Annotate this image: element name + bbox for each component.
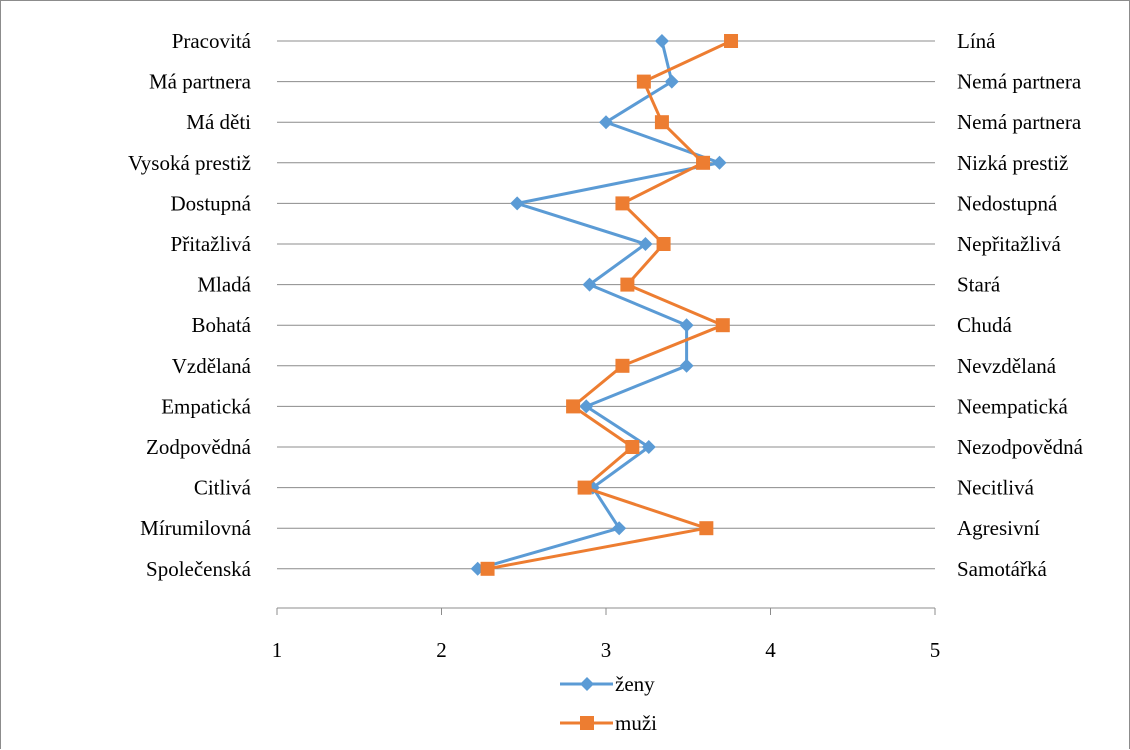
data-point <box>699 521 714 536</box>
right-category-label: Nepřitažlivá <box>957 232 1061 256</box>
right-category-label: Líná <box>957 29 996 53</box>
data-point <box>679 318 694 333</box>
right-category-label: Nemá partnera <box>957 110 1082 134</box>
right-category-labels: Líná Nemá partnera Nemá partnera Nizká pres… <box>957 29 1084 581</box>
data-point <box>724 34 739 48</box>
legend-item: muži <box>560 711 657 735</box>
legend: ženy muži <box>560 672 657 735</box>
data-point <box>654 34 669 48</box>
data-point <box>625 440 640 454</box>
left-category-label: Společenská <box>146 557 252 581</box>
x-tick-label: 1 <box>272 638 283 662</box>
right-category-label: Samotářká <box>957 557 1047 581</box>
left-category-label: Mladá <box>197 273 251 297</box>
series-line <box>477 40 722 571</box>
data-point <box>577 480 592 495</box>
data-point <box>638 237 653 251</box>
right-category-label: Necitlivá <box>957 476 1035 500</box>
left-category-label: Dostupná <box>171 191 252 215</box>
legend-item: ženy <box>560 672 655 696</box>
data-point <box>620 277 635 292</box>
data-point <box>615 358 630 373</box>
x-tick-label: 2 <box>436 638 447 662</box>
left-category-label: Citlivá <box>194 476 252 500</box>
gridlines <box>277 40 935 570</box>
data-point <box>579 399 594 414</box>
data-point <box>599 115 613 130</box>
data-point <box>636 74 651 89</box>
left-category-label: Má děti <box>186 110 251 134</box>
series-1 <box>470 34 727 576</box>
legend-label: ženy <box>615 672 655 696</box>
left-category-label: Bohatá <box>192 313 252 337</box>
legend-label: muži <box>615 711 657 735</box>
data-point <box>641 440 656 454</box>
right-category-label: Chudá <box>957 313 1013 337</box>
left-category-label: Pracovitá <box>172 29 252 53</box>
right-category-label: Nezodpovědná <box>957 435 1084 459</box>
x-tick-label: 3 <box>601 638 612 662</box>
left-category-label: Vzdělaná <box>172 354 252 378</box>
left-category-labels: Pracovitá Má partnera Má děti Vysoká presti… <box>128 29 252 581</box>
right-category-label: Nemá partnera <box>957 70 1082 94</box>
legend-marker <box>580 716 594 730</box>
data-point <box>712 155 727 170</box>
data-point <box>715 318 730 333</box>
data-point <box>566 399 581 414</box>
x-axis: 1 2 3 4 5 <box>272 607 941 662</box>
left-category-label: Vysoká prestiž <box>128 151 251 175</box>
left-category-label: Má partnera <box>149 70 252 94</box>
x-tick-label: 4 <box>765 638 776 662</box>
series-2 <box>480 34 739 576</box>
right-category-label: Nedostupná <box>957 191 1058 215</box>
data-point <box>696 155 711 170</box>
left-category-label: Zodpovědná <box>146 435 252 459</box>
left-category-label: Přitažlivá <box>171 232 252 256</box>
data-point <box>615 196 630 211</box>
data-point <box>656 237 671 251</box>
right-category-label: Nizká prestiž <box>957 151 1068 175</box>
right-category-label: Stará <box>957 273 1001 297</box>
data-point <box>582 277 597 292</box>
data-point <box>612 521 627 536</box>
data-point <box>679 358 694 373</box>
data-point <box>510 196 525 211</box>
right-category-label: Nevzdělaná <box>957 354 1057 378</box>
series-layer <box>470 34 739 576</box>
legend-marker <box>580 677 594 691</box>
right-category-label: Neempatická <box>957 394 1068 418</box>
left-category-label: Empatická <box>161 394 251 418</box>
x-tick-label: 5 <box>930 638 941 662</box>
data-point <box>654 115 669 130</box>
data-point <box>664 74 679 89</box>
left-category-label: Mírumilovná <box>140 516 252 540</box>
data-point <box>480 561 495 576</box>
right-category-label: Agresivní <box>957 516 1040 540</box>
